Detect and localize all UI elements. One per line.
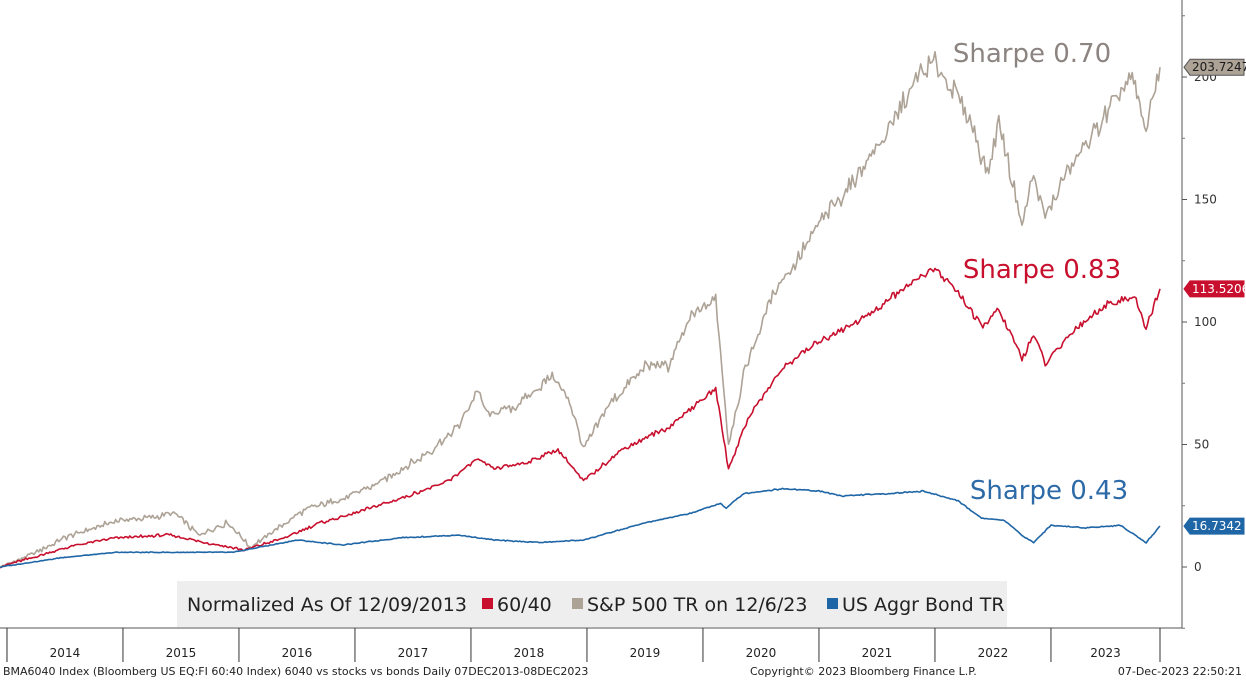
x-year-label: 2021 xyxy=(862,646,893,660)
y-tick-label: 0 xyxy=(1194,560,1202,574)
sharpe-label-sp500: Sharpe 0.70 xyxy=(953,39,1111,69)
legend-swatch-6040 xyxy=(482,598,493,609)
last-value-text: 16.7342 xyxy=(1192,519,1242,533)
x-year-label: 2017 xyxy=(398,646,429,660)
x-year-label: 2022 xyxy=(978,646,1009,660)
footer-left-text: BMA6040 Index (Bloomberg US EQ:FI 60:40 … xyxy=(3,665,588,678)
x-year-label: 2020 xyxy=(746,646,777,660)
y-tick-label: 100 xyxy=(1194,315,1217,329)
x-year-label: 2016 xyxy=(282,646,313,660)
footer-timestamp: 07-Dec-2023 22:50:21 xyxy=(1118,665,1242,678)
legend-title: Normalized As Of 12/09/2013 xyxy=(187,594,467,616)
last-value-text: 203.7247 xyxy=(1192,60,1246,74)
legend-label-bond: US Aggr Bond TR xyxy=(842,594,1005,616)
plot-frame xyxy=(0,0,1183,629)
y-tick-label: 150 xyxy=(1194,193,1217,207)
legend-swatch-bond xyxy=(827,598,838,609)
sharpe-annotations: Sharpe 0.70 Sharpe 0.83 Sharpe 0.43 xyxy=(953,39,1128,506)
legend-label-6040: 60/40 xyxy=(497,594,552,616)
legend: Normalized As Of 12/09/2013 60/40 S&P 50… xyxy=(177,581,1007,627)
y-tick-label: 50 xyxy=(1194,438,1209,452)
last-value-tag-6040: 113.5206 xyxy=(1183,280,1246,298)
legend-swatch-sp500 xyxy=(572,598,583,609)
last-value-text: 113.5206 xyxy=(1192,282,1246,296)
footer-copyright: Copyright© 2023 Bloomberg Finance L.P. xyxy=(750,665,977,678)
x-year-label: 2015 xyxy=(166,646,197,660)
last-value-tags: 203.7247 113.5206 16.7342 xyxy=(1183,58,1246,535)
legend-background xyxy=(177,581,1007,627)
x-year-label: 2014 xyxy=(50,646,81,660)
x-axis: 2014 2015 2016 2017 2018 2019 2020 2021 2022 2023 xyxy=(6,628,1161,662)
sharpe-label-bond: Sharpe 0.43 xyxy=(970,476,1128,506)
x-year-label: 2023 xyxy=(1090,646,1121,660)
x-year-label: 2018 xyxy=(514,646,545,660)
footer: BMA6040 Index (Bloomberg US EQ:FI 60:40 … xyxy=(3,665,1242,678)
last-value-tag-sp500: 203.7247 xyxy=(1183,58,1246,76)
series-layer xyxy=(0,51,1161,569)
sharpe-label-6040: Sharpe 0.83 xyxy=(963,255,1121,285)
legend-label-sp500: S&P 500 TR on 12/6/23 xyxy=(587,594,807,616)
series-line-6040 xyxy=(0,267,1161,569)
series-line-sp500 xyxy=(0,51,1161,569)
series-line-bond xyxy=(0,487,1161,569)
x-year-label: 2019 xyxy=(630,646,661,660)
last-value-tag-bond: 16.7342 xyxy=(1183,517,1245,535)
